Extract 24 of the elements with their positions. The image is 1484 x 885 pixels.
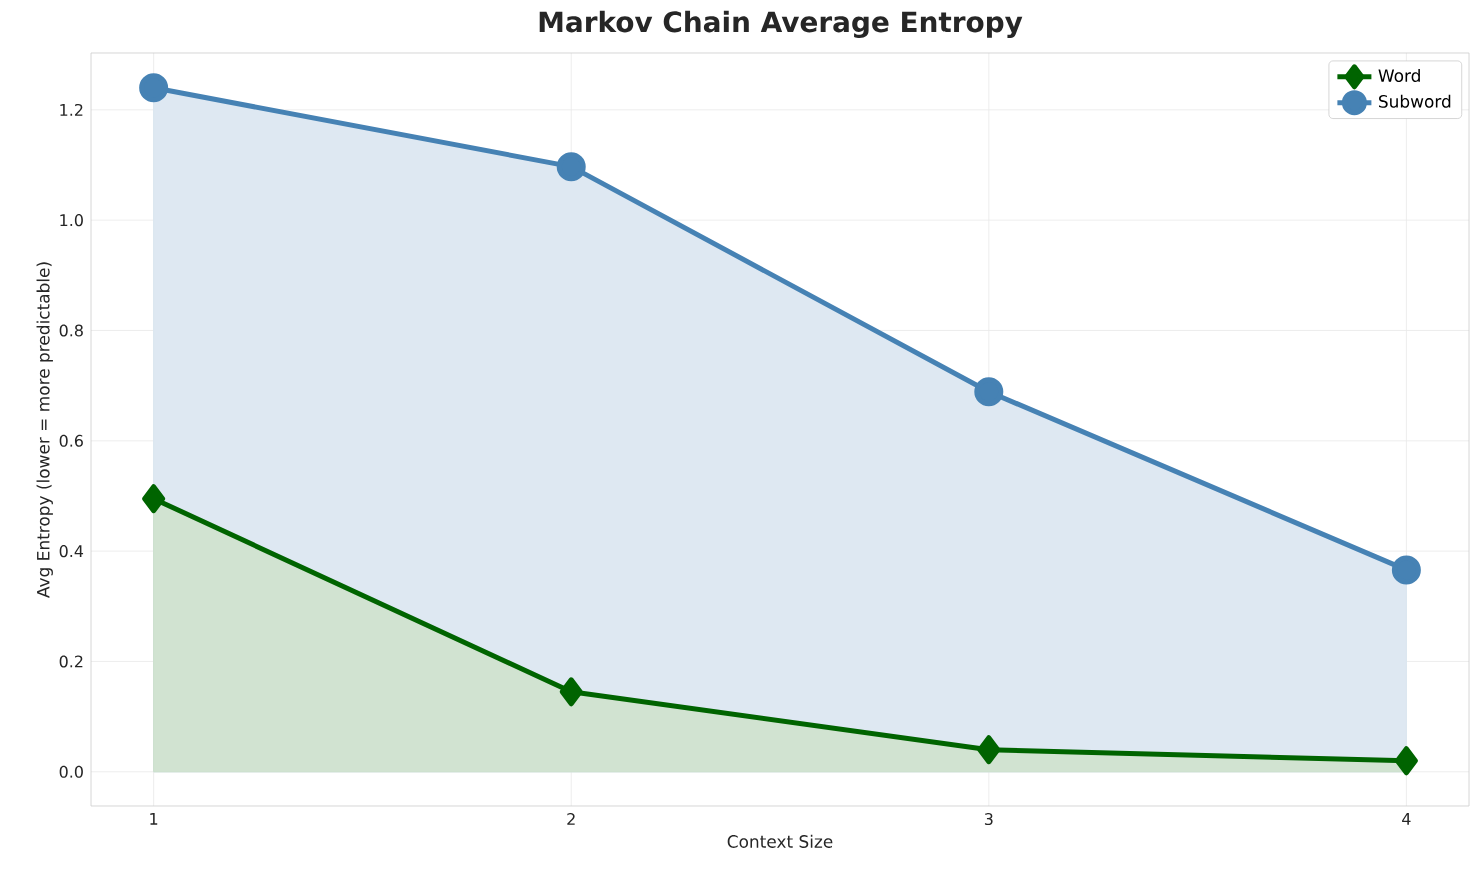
y-tick-label: 0.4 xyxy=(59,545,84,558)
y-tick-label: 0.0 xyxy=(59,765,83,778)
point xyxy=(977,735,1001,765)
x-tick-label: 3 xyxy=(984,813,993,826)
legend-label: Word xyxy=(1378,68,1420,83)
point xyxy=(1394,746,1418,776)
y-tick-label: 0.6 xyxy=(59,434,83,447)
point xyxy=(556,152,586,182)
point xyxy=(1391,555,1421,585)
x-axis-title: Context Size xyxy=(727,834,833,848)
legend-label: Subword xyxy=(1379,94,1451,108)
y-tick-label: 1.2 xyxy=(60,103,83,116)
point xyxy=(142,484,166,514)
point xyxy=(974,377,1004,407)
chart-title: Markov Chain Average Entropy xyxy=(539,10,1023,39)
point xyxy=(139,73,169,103)
y-axis-title: Avg Entropy (lower = more predictable) xyxy=(36,262,53,598)
point xyxy=(559,677,583,707)
y-tick-label: 1.0 xyxy=(60,214,83,227)
x-tick-label: 4 xyxy=(1402,813,1411,825)
x-tick-label: 2 xyxy=(567,813,575,825)
y-tick-label: 0.8 xyxy=(59,324,83,337)
x-tick-label: 1 xyxy=(150,813,158,825)
y-tick-label: 0.2 xyxy=(59,655,83,668)
